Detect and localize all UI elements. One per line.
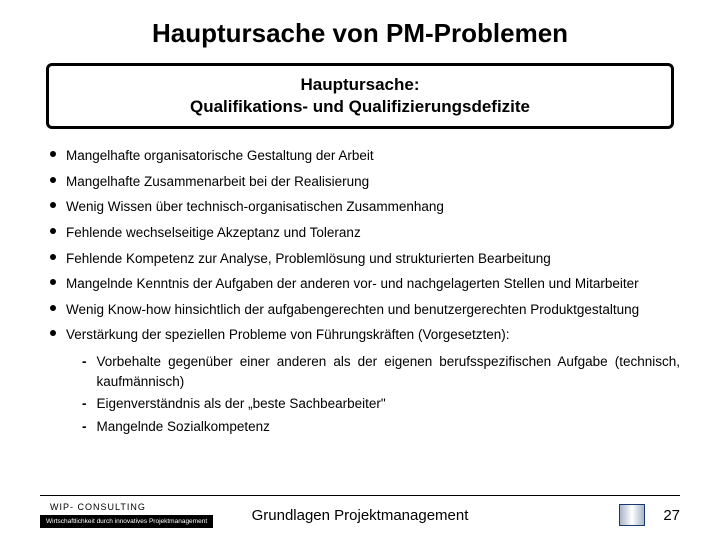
bullet-icon [50,254,56,260]
bullet-text: Fehlende wechselseitige Akzeptanz und To… [66,222,680,244]
bullet-icon [50,228,56,234]
sub-bullet-list: - Vorbehalte gegenüber einer anderen als… [40,352,680,437]
consulting-label: WIP- CONSULTING [50,502,213,512]
dash-icon: - [82,417,87,437]
footer: WIP- CONSULTING Wirtschaftlichkeit durch… [0,495,720,528]
bullet-text: Wenig Know-how hinsichtlich der aufgaben… [66,299,680,321]
dash-icon: - [82,352,87,372]
list-item: Verstärkung der speziellen Probleme von … [50,324,680,346]
bullet-icon [50,279,56,285]
bullet-icon [50,151,56,157]
list-item: Mangelhafte Zusammenarbeit bei der Reali… [50,171,680,193]
sub-bullet-text: Mangelnde Sozialkompetenz [97,417,681,437]
tagline: Wirtschaftlichkeit durch innovatives Pro… [40,515,213,528]
page-number: 27 [663,507,680,524]
bullet-text: Fehlende Kompetenz zur Analyse, Probleml… [66,248,680,270]
list-item: - Vorbehalte gegenüber einer anderen als… [82,352,680,393]
list-item: Fehlende Kompetenz zur Analyse, Probleml… [50,248,680,270]
dash-icon: - [82,394,87,414]
logo-icon [615,502,649,528]
list-item: - Eigenverständnis als der „beste Sachbe… [82,394,680,414]
box-line-1: Hauptursache: [59,74,661,96]
footer-divider [40,495,680,496]
footer-content: WIP- CONSULTING Wirtschaftlichkeit durch… [40,502,680,528]
bullet-text: Verstärkung der speziellen Probleme von … [66,324,680,346]
footer-right: 27 [615,502,680,528]
footer-title: Grundlagen Projektmanagement [252,507,469,524]
box-line-2: Qualifikations- und Qualifizierungsdefiz… [59,96,661,118]
list-item: Wenig Know-how hinsichtlich der aufgaben… [50,299,680,321]
bullet-text: Mangelnde Kenntnis der Aufgaben der ande… [66,273,680,295]
sub-bullet-text: Eigenverständnis als der „beste Sachbear… [97,394,681,414]
list-item: Mangelnde Kenntnis der Aufgaben der ande… [50,273,680,295]
list-item: Mangelhafte organisatorische Gestaltung … [50,145,680,167]
bullet-text: Mangelhafte organisatorische Gestaltung … [66,145,680,167]
bullet-icon [50,330,56,336]
bullet-text: Mangelhafte Zusammenarbeit bei der Reali… [66,171,680,193]
slide-title: Hauptursache von PM-Problemen [40,18,680,49]
main-cause-box: Hauptursache: Qualifikations- und Qualif… [46,63,674,129]
bullet-list: Mangelhafte organisatorische Gestaltung … [40,145,680,346]
sub-bullet-text: Vorbehalte gegenüber einer anderen als d… [97,352,681,393]
list-item: Fehlende wechselseitige Akzeptanz und To… [50,222,680,244]
bullet-icon [50,202,56,208]
slide: Hauptursache von PM-Problemen Hauptursac… [0,0,720,540]
bullet-text: Wenig Wissen über technisch-organisatisc… [66,196,680,218]
bullet-icon [50,177,56,183]
list-item: Wenig Wissen über technisch-organisatisc… [50,196,680,218]
bullet-icon [50,305,56,311]
footer-left: WIP- CONSULTING Wirtschaftlichkeit durch… [40,502,213,528]
list-item: - Mangelnde Sozialkompetenz [82,417,680,437]
